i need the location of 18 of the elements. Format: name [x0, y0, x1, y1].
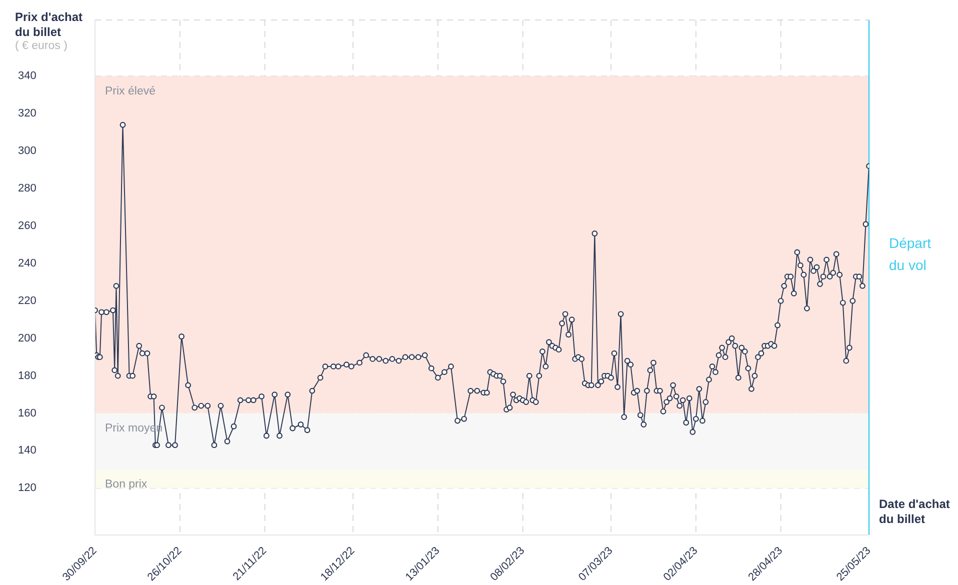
band-label: Bon prix — [105, 478, 148, 491]
y-tick-label: 260 — [18, 220, 36, 232]
y-tick-label: 220 — [18, 294, 36, 307]
y-tick-label: 120 — [18, 482, 36, 494]
y-tick-label: 300 — [18, 145, 36, 158]
y-tick-label: 280 — [18, 182, 36, 195]
x-axis-title: Date d'achat du billet — [879, 497, 951, 527]
text: ( € euros ) — [15, 40, 68, 52]
y-tick-label: 180 — [18, 370, 36, 382]
y-axis-title: Prix d'achat du billet — [15, 10, 84, 40]
y-tick-label: 140 — [18, 444, 36, 457]
y-tick-label: 240 — [18, 257, 36, 270]
y-tick-label: 160 — [18, 407, 36, 420]
y-tick-label: 340 — [18, 70, 36, 82]
y-tick-label: 200 — [18, 332, 36, 344]
ref-line-label: Départ du vol — [889, 234, 932, 273]
band-label: Prix élevé — [105, 85, 156, 98]
y-tick-label: 320 — [18, 108, 36, 120]
